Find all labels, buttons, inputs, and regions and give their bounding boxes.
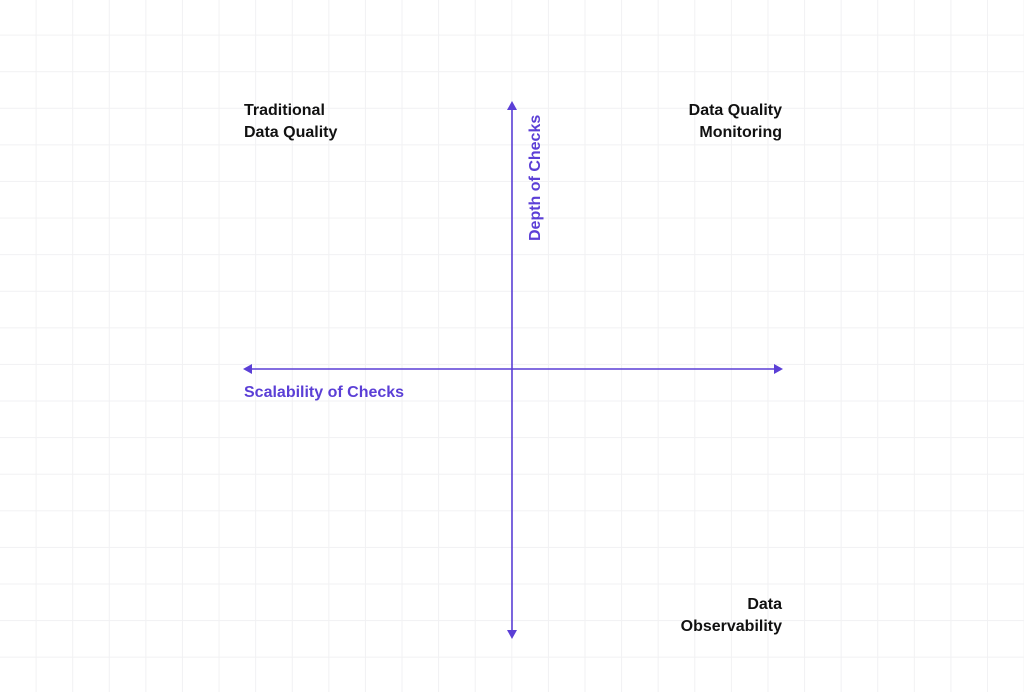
quadrant-label-top-right: Data Quality Monitoring <box>562 100 782 144</box>
x-axis-label: Scalability of Checks <box>244 384 405 401</box>
quadrant-label-bottom-right: Data Observability <box>562 594 782 638</box>
quadrant-label-top-left: Traditional Data Quality <box>244 100 464 144</box>
quadrant-label-top-right-line2: Monitoring <box>699 124 782 141</box>
quadrant-label-top-right-line1: Data Quality <box>688 102 782 119</box>
y-axis-top-arrowhead <box>507 101 517 110</box>
quadrant-label-bottom-right-line1: Data <box>747 596 782 613</box>
x-axis-left-arrowhead <box>243 364 252 374</box>
y-axis-bottom-arrowhead <box>507 630 517 639</box>
quadrant-label-top-left-line1: Traditional <box>244 102 325 119</box>
x-axis-right-arrowhead <box>774 364 783 374</box>
quadrant-label-top-left-line2: Data Quality <box>244 124 338 141</box>
y-axis-label: Depth of Checks <box>527 114 544 241</box>
quadrant-label-bottom-right-line2: Observability <box>680 618 782 635</box>
